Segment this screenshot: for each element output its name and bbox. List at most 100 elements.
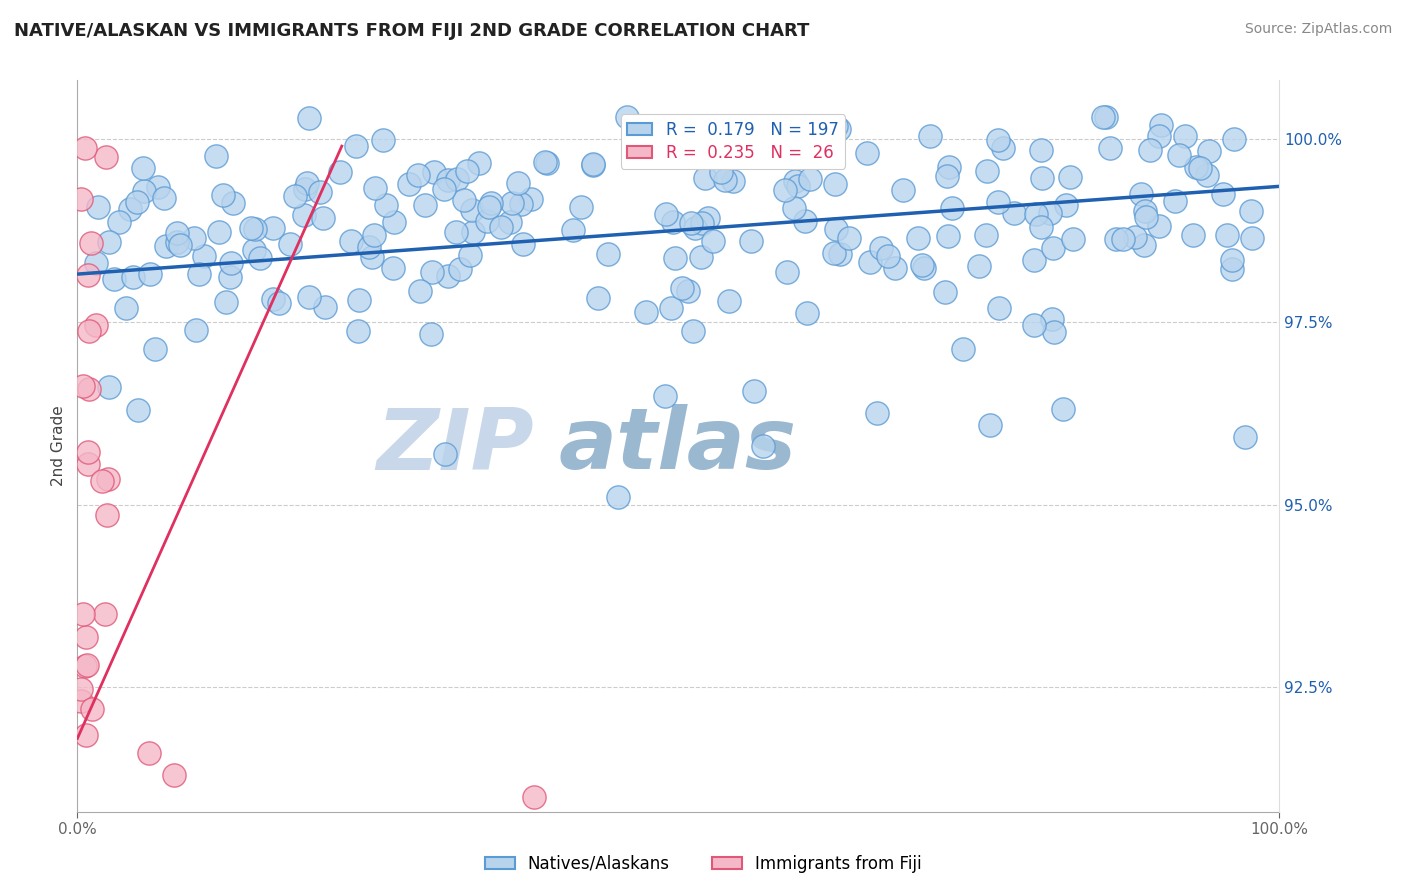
Point bbox=[506, 176, 529, 190]
Point bbox=[786, 179, 808, 194]
Point bbox=[683, 220, 706, 235]
Point bbox=[72, 379, 94, 393]
Point bbox=[776, 265, 799, 279]
Point bbox=[419, 326, 441, 341]
Point bbox=[446, 172, 468, 186]
Point bbox=[991, 141, 1014, 155]
Point bbox=[461, 202, 484, 217]
Point bbox=[866, 406, 889, 420]
Point bbox=[783, 174, 806, 188]
Point bbox=[823, 246, 845, 260]
Text: ZIP: ZIP bbox=[377, 404, 534, 488]
Point bbox=[75, 728, 97, 742]
Point bbox=[292, 208, 315, 222]
Point bbox=[799, 171, 821, 186]
Point bbox=[77, 382, 100, 396]
Point bbox=[569, 200, 592, 214]
Point bbox=[775, 183, 797, 197]
Text: Source: ZipAtlas.com: Source: ZipAtlas.com bbox=[1244, 22, 1392, 37]
Point bbox=[422, 165, 444, 179]
Point bbox=[453, 193, 475, 207]
Point bbox=[70, 192, 93, 206]
Point bbox=[824, 222, 846, 236]
Point bbox=[828, 122, 851, 136]
Point bbox=[616, 110, 638, 124]
Point bbox=[86, 200, 108, 214]
Point bbox=[347, 293, 370, 308]
Point bbox=[1181, 227, 1204, 242]
Point bbox=[262, 221, 284, 235]
Point bbox=[115, 301, 138, 315]
Point bbox=[76, 658, 98, 673]
Point bbox=[359, 240, 381, 254]
Point bbox=[969, 259, 991, 273]
Point bbox=[1002, 206, 1025, 220]
Point bbox=[242, 243, 264, 257]
Point bbox=[80, 702, 103, 716]
Point bbox=[96, 150, 118, 164]
Point bbox=[162, 768, 184, 782]
Point bbox=[76, 458, 98, 472]
Point bbox=[974, 228, 997, 243]
Point bbox=[876, 249, 898, 263]
Point bbox=[671, 281, 693, 295]
Point bbox=[409, 285, 432, 299]
Point bbox=[294, 182, 316, 196]
Point bbox=[634, 304, 657, 318]
Point bbox=[70, 694, 93, 708]
Point bbox=[856, 146, 879, 161]
Point bbox=[1031, 170, 1053, 185]
Point bbox=[433, 181, 456, 195]
Point bbox=[695, 171, 717, 186]
Point bbox=[193, 249, 215, 263]
Point bbox=[987, 132, 1010, 146]
Point bbox=[208, 225, 231, 239]
Point bbox=[1220, 262, 1243, 277]
Point bbox=[512, 237, 534, 252]
Point bbox=[1185, 161, 1208, 175]
Point bbox=[941, 201, 963, 215]
Point bbox=[340, 234, 363, 248]
Point bbox=[1062, 232, 1084, 246]
Point bbox=[1233, 430, 1256, 444]
Point bbox=[1092, 110, 1115, 124]
Point bbox=[262, 292, 284, 306]
Point bbox=[582, 158, 605, 172]
Point bbox=[449, 262, 471, 277]
Point bbox=[870, 241, 893, 255]
Point bbox=[205, 148, 228, 162]
Point bbox=[1139, 143, 1161, 157]
Point bbox=[696, 211, 718, 226]
Point bbox=[659, 301, 682, 315]
Point bbox=[91, 474, 114, 488]
Point bbox=[1024, 253, 1046, 268]
Point bbox=[702, 234, 724, 248]
Point bbox=[936, 229, 959, 244]
Legend: R =  0.179   N = 197, R =  0.235   N =  26: R = 0.179 N = 197, R = 0.235 N = 26 bbox=[620, 114, 845, 169]
Point bbox=[188, 267, 211, 281]
Point bbox=[655, 207, 678, 221]
Point bbox=[1220, 253, 1243, 268]
Point bbox=[344, 139, 367, 153]
Point bbox=[1197, 169, 1219, 183]
Point bbox=[717, 293, 740, 308]
Point bbox=[97, 235, 120, 249]
Point bbox=[461, 225, 484, 239]
Point bbox=[1031, 144, 1053, 158]
Point bbox=[456, 164, 478, 178]
Point bbox=[859, 255, 882, 269]
Point bbox=[1174, 128, 1197, 143]
Point bbox=[824, 177, 846, 191]
Point bbox=[138, 746, 160, 760]
Point bbox=[312, 211, 335, 225]
Point bbox=[433, 447, 456, 461]
Point bbox=[681, 216, 703, 230]
Point bbox=[824, 119, 846, 133]
Point bbox=[363, 180, 385, 194]
Point bbox=[891, 183, 914, 197]
Point bbox=[1095, 110, 1118, 124]
Point bbox=[132, 185, 155, 199]
Point bbox=[1123, 230, 1146, 244]
Point bbox=[1029, 220, 1052, 235]
Point bbox=[79, 324, 101, 338]
